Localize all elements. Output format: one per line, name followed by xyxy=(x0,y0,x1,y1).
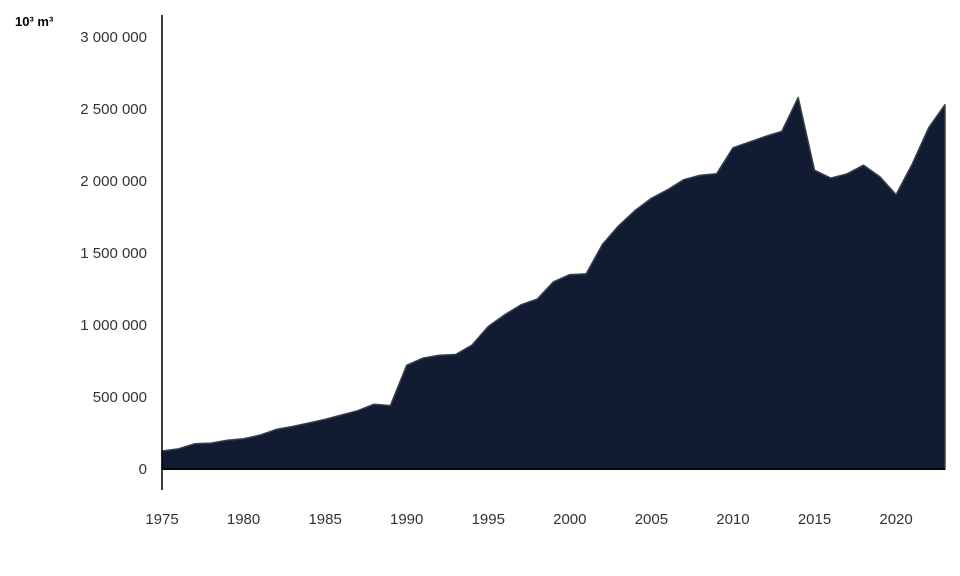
y-tick-label: 500 000 xyxy=(93,389,147,406)
x-tick-label: 1980 xyxy=(227,511,260,528)
area-series-fill xyxy=(161,96,946,470)
x-tick-label: 1985 xyxy=(308,511,341,528)
series-layer xyxy=(161,96,946,470)
x-axis-ticks: 1975 1980 1985 1990 1995 2000 2005 2010 2015 2020 xyxy=(145,511,912,528)
y-tick-label: 3 000 000 xyxy=(80,29,147,46)
y-tick-label: 1 500 000 xyxy=(80,245,147,262)
y-tick-label: 2 500 000 xyxy=(80,101,147,118)
x-tick-label: 2005 xyxy=(635,511,668,528)
x-tick-label: 1975 xyxy=(145,511,178,528)
x-tick-label: 2020 xyxy=(879,511,912,528)
y-tick-label: 0 xyxy=(139,461,147,478)
y-unit-label: 10³ m³ xyxy=(15,14,54,29)
x-tick-label: 1995 xyxy=(472,511,505,528)
y-tick-label: 2 000 000 xyxy=(80,173,147,190)
y-axis-ticks: 0 500 000 1 000 000 1 500 000 2 000 000 2 500… xyxy=(80,29,147,478)
x-tick-label: 1990 xyxy=(390,511,423,528)
x-tick-label: 2015 xyxy=(798,511,831,528)
x-tick-label: 2010 xyxy=(716,511,749,528)
axes xyxy=(161,15,945,490)
y-tick-label: 1 000 000 xyxy=(80,317,147,334)
x-tick-label: 2000 xyxy=(553,511,586,528)
